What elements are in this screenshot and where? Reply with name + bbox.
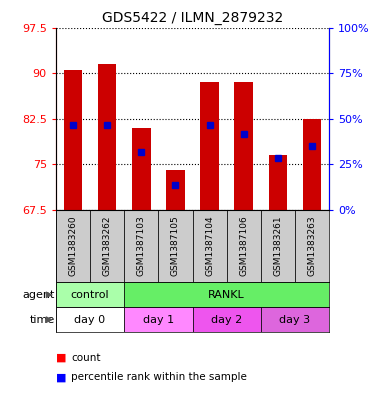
Bar	[56, 283, 124, 307]
Bar	[90, 209, 124, 283]
Bar	[56, 209, 90, 283]
Text: ■: ■	[56, 353, 66, 363]
Title: GDS5422 / ILMN_2879232: GDS5422 / ILMN_2879232	[102, 11, 283, 25]
Bar	[64, 70, 82, 209]
Bar	[132, 128, 151, 209]
Text: GSM1387105: GSM1387105	[171, 216, 180, 276]
Bar	[124, 283, 329, 307]
Bar	[227, 209, 261, 283]
Bar	[268, 155, 287, 209]
Bar	[56, 307, 124, 332]
Text: GSM1383262: GSM1383262	[102, 216, 112, 276]
Bar	[166, 170, 185, 209]
Text: GSM1383261: GSM1383261	[273, 216, 283, 276]
Bar	[124, 307, 192, 332]
Bar	[98, 64, 117, 209]
Bar	[158, 209, 192, 283]
Text: count: count	[71, 353, 101, 363]
Text: GSM1387103: GSM1387103	[137, 216, 146, 276]
Bar	[303, 119, 321, 209]
Text: GSM1387104: GSM1387104	[205, 216, 214, 276]
Bar	[234, 82, 253, 209]
Text: day 1: day 1	[143, 315, 174, 325]
Text: GSM1383260: GSM1383260	[69, 216, 77, 276]
Text: GSM1383263: GSM1383263	[308, 216, 316, 276]
Text: day 3: day 3	[280, 315, 311, 325]
Text: day 0: day 0	[74, 315, 105, 325]
Text: control: control	[71, 290, 109, 300]
Bar	[295, 209, 329, 283]
Bar	[261, 307, 329, 332]
Text: agent: agent	[23, 290, 55, 300]
Bar	[192, 209, 227, 283]
Text: GSM1387106: GSM1387106	[239, 216, 248, 276]
Text: RANKL: RANKL	[208, 290, 245, 300]
Text: time: time	[30, 315, 55, 325]
Text: percentile rank within the sample: percentile rank within the sample	[71, 372, 247, 382]
Bar	[124, 209, 158, 283]
Bar	[200, 82, 219, 209]
Text: ■: ■	[56, 372, 66, 382]
Text: day 2: day 2	[211, 315, 242, 325]
Bar	[261, 209, 295, 283]
Bar	[192, 307, 261, 332]
